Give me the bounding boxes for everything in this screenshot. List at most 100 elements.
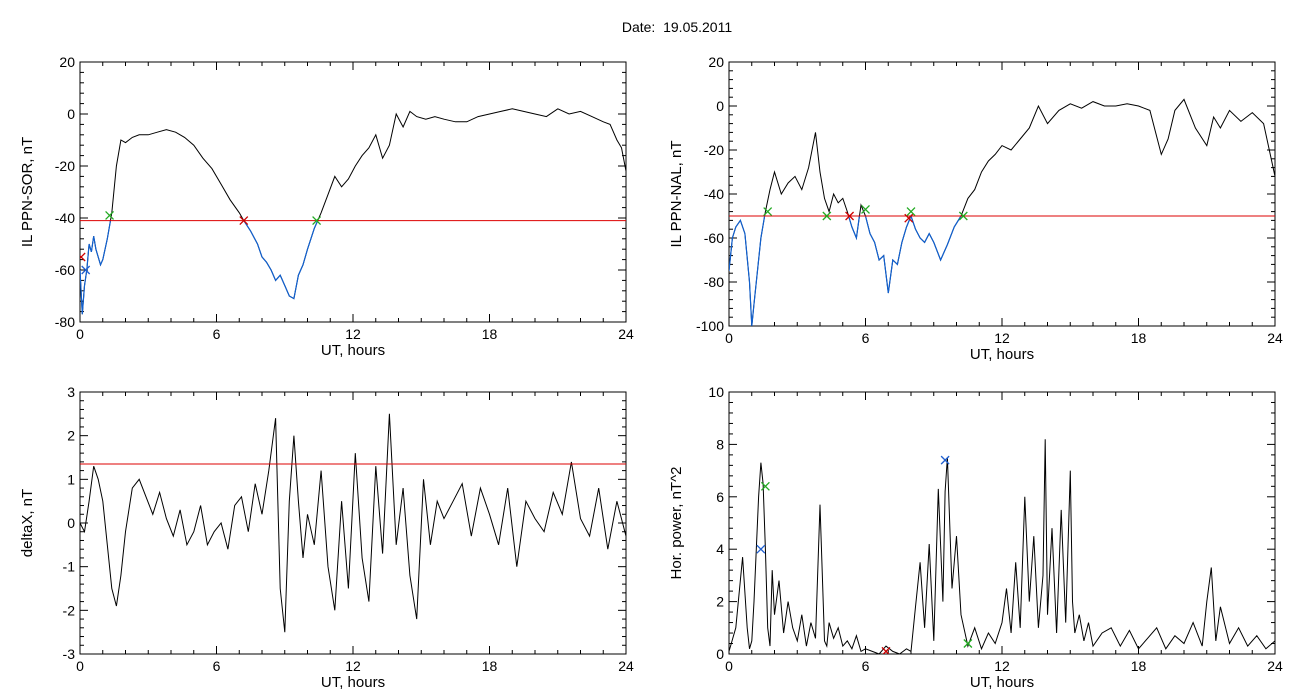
event-marker-stroke (756, 544, 766, 554)
y-tick-label: 0 (67, 515, 75, 531)
series-below-threshold (80, 220, 112, 315)
plot-data (80, 413, 626, 633)
event-marker (904, 213, 914, 223)
event-marker (845, 211, 855, 221)
y-tick-label: -40 (704, 186, 724, 202)
event-marker-stroke (105, 210, 115, 220)
x-tick-label: 12 (994, 658, 1010, 674)
event-marker (822, 211, 832, 221)
y-tick-label: 3 (67, 384, 75, 400)
event-marker (861, 204, 870, 214)
y-tick-label: 8 (716, 436, 724, 452)
y-axis-label: IL PPN-NAL, nT (668, 141, 685, 248)
plot-data (80, 108, 626, 315)
x-tick-label: 24 (618, 326, 634, 342)
y-tick-label: -40 (55, 210, 75, 226)
plot-frame (728, 61, 1276, 327)
y-tick-label: 1 (67, 471, 75, 487)
series-below-threshold (243, 220, 319, 300)
event-marker-stroke (822, 211, 832, 221)
y-tick-label: -20 (704, 142, 724, 158)
x-tick-label: 0 (76, 658, 84, 674)
x-tick-label: 18 (1131, 330, 1147, 346)
x-tick-label: 6 (862, 658, 870, 674)
event-marker (940, 455, 950, 465)
y-tick-label: -1 (63, 559, 76, 575)
x-tick-label: 24 (618, 658, 634, 674)
event-marker-stroke (940, 455, 950, 465)
x-tick-label: 6 (213, 658, 221, 674)
event-marker-stroke (312, 216, 322, 226)
event-marker-stroke (81, 265, 91, 275)
x-axis-label: UT, hours (321, 342, 385, 359)
y-axis-label: Hor. power, nT^2 (668, 467, 685, 580)
event-marker (756, 544, 766, 554)
event-marker (312, 216, 322, 226)
plot-data (729, 98, 1275, 326)
series-below-threshold (864, 214, 962, 294)
series-line (729, 98, 1275, 326)
event-marker (81, 265, 91, 275)
y-tick-label: -2 (63, 602, 76, 618)
y-tick-label: 10 (708, 384, 724, 400)
event-marker-stroke (239, 216, 249, 226)
event-marker (881, 646, 891, 654)
event-marker (239, 216, 249, 226)
series-below-threshold (848, 215, 860, 241)
event-marker (906, 207, 916, 217)
x-axis-label: UT, hours (970, 674, 1034, 691)
y-tick-label: 0 (67, 106, 75, 122)
y-tick-label: 0 (716, 646, 724, 662)
y-axis-label: IL PPN-SOR, nT (19, 137, 36, 247)
x-tick-label: 0 (76, 326, 84, 342)
x-tick-label: 6 (213, 326, 221, 342)
event-marker (80, 252, 86, 262)
y-tick-label: -80 (55, 314, 75, 330)
x-tick-label: 12 (994, 330, 1010, 346)
chart-nal: 0 6 12 18 24 -100 -80 -60 -40 -20 0 20 UT, hours IL P… (668, 54, 1283, 363)
x-tick-label: 12 (345, 658, 361, 674)
y-tick-label: -100 (696, 318, 724, 334)
x-tick-label: 24 (1267, 658, 1283, 674)
x-tick-label: 12 (345, 326, 361, 342)
plot-frame (79, 391, 627, 655)
y-tick-label: 2 (716, 594, 724, 610)
y-tick-label: 0 (716, 98, 724, 114)
series-line (80, 108, 626, 315)
y-tick-label: -3 (63, 646, 76, 662)
event-marker (958, 211, 968, 221)
y-tick-label: 20 (708, 54, 724, 70)
event-marker-stroke (906, 207, 916, 217)
y-tick-label: 6 (716, 489, 724, 505)
event-marker (763, 207, 773, 217)
x-tick-label: 0 (725, 330, 733, 346)
event-marker-stroke (760, 481, 770, 491)
x-tick-label: 18 (1131, 658, 1147, 674)
y-tick-label: 20 (59, 54, 75, 70)
x-tick-label: 24 (1267, 330, 1283, 346)
series-line (729, 439, 1275, 654)
y-tick-label: -20 (55, 158, 75, 174)
event-marker-stroke (80, 252, 86, 260)
event-marker (760, 481, 770, 491)
event-marker-stroke (845, 211, 855, 221)
event-marker-stroke (882, 646, 891, 654)
event-marker-stroke (763, 207, 773, 217)
x-tick-label: 0 (725, 658, 733, 674)
series-below-threshold (729, 215, 766, 326)
plot-data (729, 439, 1275, 654)
event-marker-stroke (963, 639, 973, 648)
event-marker (105, 210, 115, 220)
y-tick-label: 4 (716, 541, 724, 557)
x-axis-label: UT, hours (970, 346, 1034, 363)
y-tick-label: 2 (67, 428, 75, 444)
y-tick-label: -80 (704, 274, 724, 290)
x-axis-label: UT, hours (321, 674, 385, 691)
event-marker (963, 639, 973, 648)
x-tick-label: 6 (862, 330, 870, 346)
series-line (80, 413, 626, 633)
plot-frame (79, 61, 627, 323)
